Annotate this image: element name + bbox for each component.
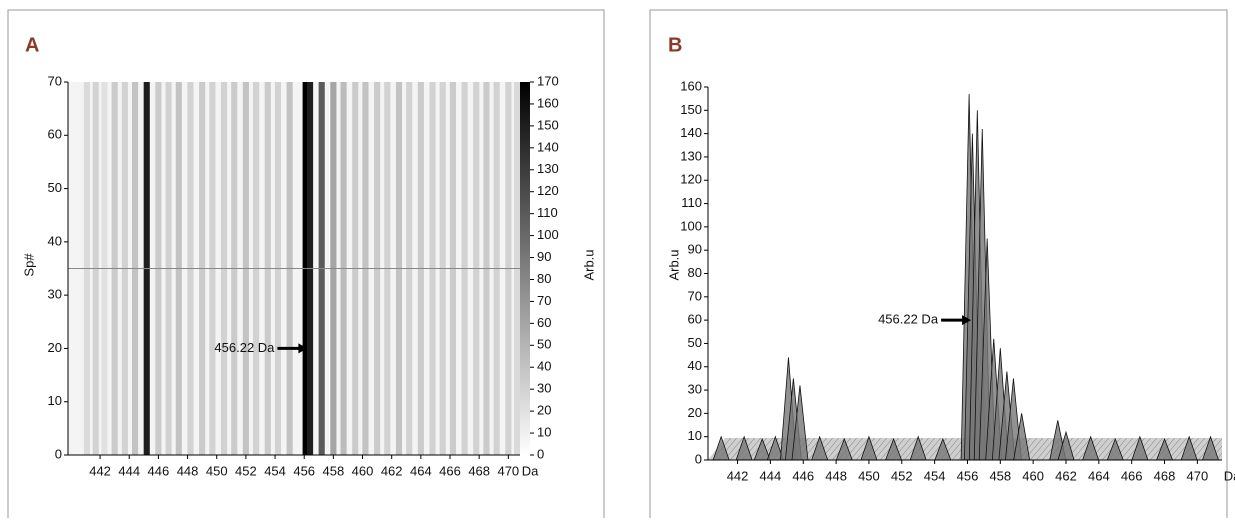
y-axis-label: Sp#	[21, 253, 36, 277]
x-tick-label: 444	[118, 463, 140, 478]
colorbar-label: Arb.u	[581, 249, 596, 280]
y-tick-label: 20	[48, 340, 62, 355]
y-tick-label: 150	[680, 102, 702, 117]
y-tick-label: 120	[680, 172, 702, 187]
x-tick-label: 442	[89, 463, 111, 478]
y-tick-label: 100	[680, 218, 702, 233]
x-tick-label: 450	[858, 468, 880, 483]
x-tick-label: 470	[497, 463, 519, 478]
x-tick-label: 470	[1187, 468, 1209, 483]
colorbar-tick-label: 130	[537, 161, 559, 176]
colorbar-tick-label: 30	[537, 381, 551, 396]
colorbar-tick-label: 170	[537, 73, 559, 88]
colorbar-tick-label: 60	[537, 315, 551, 330]
colorbar-tick-label: 0	[537, 446, 544, 461]
colorbar-tick-label: 80	[537, 271, 551, 286]
x-tick-label: 446	[792, 468, 814, 483]
y-tick-label: 30	[48, 287, 62, 302]
y-tick-label: 50	[48, 180, 62, 195]
colorbar-tick-label: 50	[537, 337, 551, 352]
x-unit: Da	[1224, 468, 1235, 483]
x-tick-label: 456	[293, 463, 315, 478]
x-tick-label: 452	[235, 463, 257, 478]
y-tick-label: 0	[695, 451, 702, 466]
x-tick-label: 464	[410, 463, 432, 478]
colorbar	[520, 82, 530, 455]
y-tick-label: 20	[688, 405, 702, 420]
colorbar-tick-label: 40	[537, 359, 551, 374]
x-tick-label: 460	[352, 463, 374, 478]
x-tick-label: 466	[1121, 468, 1143, 483]
arrow-head	[298, 343, 308, 354]
y-tick-label: 60	[48, 127, 62, 142]
x-tick-label: 448	[177, 463, 199, 478]
colorbar-tick-label: 160	[537, 95, 559, 110]
colorbar-tick-label: 10	[537, 424, 551, 439]
panel-frame	[649, 9, 1228, 518]
y-tick-label: 140	[680, 125, 702, 140]
y-tick-label: 40	[48, 233, 62, 248]
y-tick-label: 160	[680, 78, 702, 93]
x-tick-label: 442	[727, 468, 749, 483]
y-tick-label: 70	[48, 73, 62, 88]
x-tick-label: 450	[206, 463, 228, 478]
colorbar-tick-label: 140	[537, 139, 559, 154]
x-unit: Da	[522, 463, 539, 478]
y-tick-label: 40	[688, 358, 702, 373]
y-tick-label: 110	[681, 195, 702, 210]
x-tick-label: 448	[825, 468, 847, 483]
y-tick-label: 90	[688, 242, 702, 257]
x-tick-label: 452	[891, 468, 913, 483]
y-tick-label: 10	[688, 428, 702, 443]
colorbar-tick-label: 20	[537, 403, 551, 418]
y-tick-label: 10	[48, 393, 62, 408]
x-tick-label: 454	[924, 468, 946, 483]
y-tick-label: 80	[688, 265, 702, 280]
x-tick-label: 462	[1055, 468, 1077, 483]
panel-label: B	[668, 34, 682, 56]
y-tick-label: 50	[688, 335, 702, 350]
colorbar-tick-label: 90	[537, 249, 551, 264]
x-tick-label: 458	[989, 468, 1011, 483]
colorbar-tick-label: 110	[537, 205, 558, 220]
x-tick-label: 468	[1154, 468, 1176, 483]
panel-frame	[7, 9, 605, 518]
colorbar-tick-label: 100	[537, 227, 559, 242]
x-tick-label: 456	[957, 468, 979, 483]
y-tick-label: 60	[688, 312, 702, 327]
y-tick-label: 130	[680, 148, 702, 163]
y-tick-label: 30	[688, 382, 702, 397]
x-tick-label: 468	[468, 463, 490, 478]
colorbar-tick-label: 120	[537, 183, 559, 198]
x-tick-label: 464	[1088, 468, 1110, 483]
x-tick-label: 454	[264, 463, 286, 478]
colorbar-tick-label: 70	[537, 293, 551, 308]
x-tick-label: 458	[323, 463, 345, 478]
colorbar-tick-label: 150	[537, 117, 559, 132]
arrow-head	[962, 315, 972, 326]
panel-label: A	[25, 34, 39, 56]
x-tick-label: 444	[760, 468, 782, 483]
y-axis-label: Arb.u	[666, 249, 681, 280]
y-tick-label: 70	[688, 288, 702, 303]
x-tick-label: 466	[439, 463, 461, 478]
x-tick-label: 462	[381, 463, 403, 478]
x-tick-label: 460	[1022, 468, 1044, 483]
x-tick-label: 446	[148, 463, 170, 478]
annotation: 456.22 Da	[878, 312, 939, 327]
y-tick-label: 0	[55, 446, 62, 461]
annotation: 456.22 Da	[214, 340, 275, 355]
